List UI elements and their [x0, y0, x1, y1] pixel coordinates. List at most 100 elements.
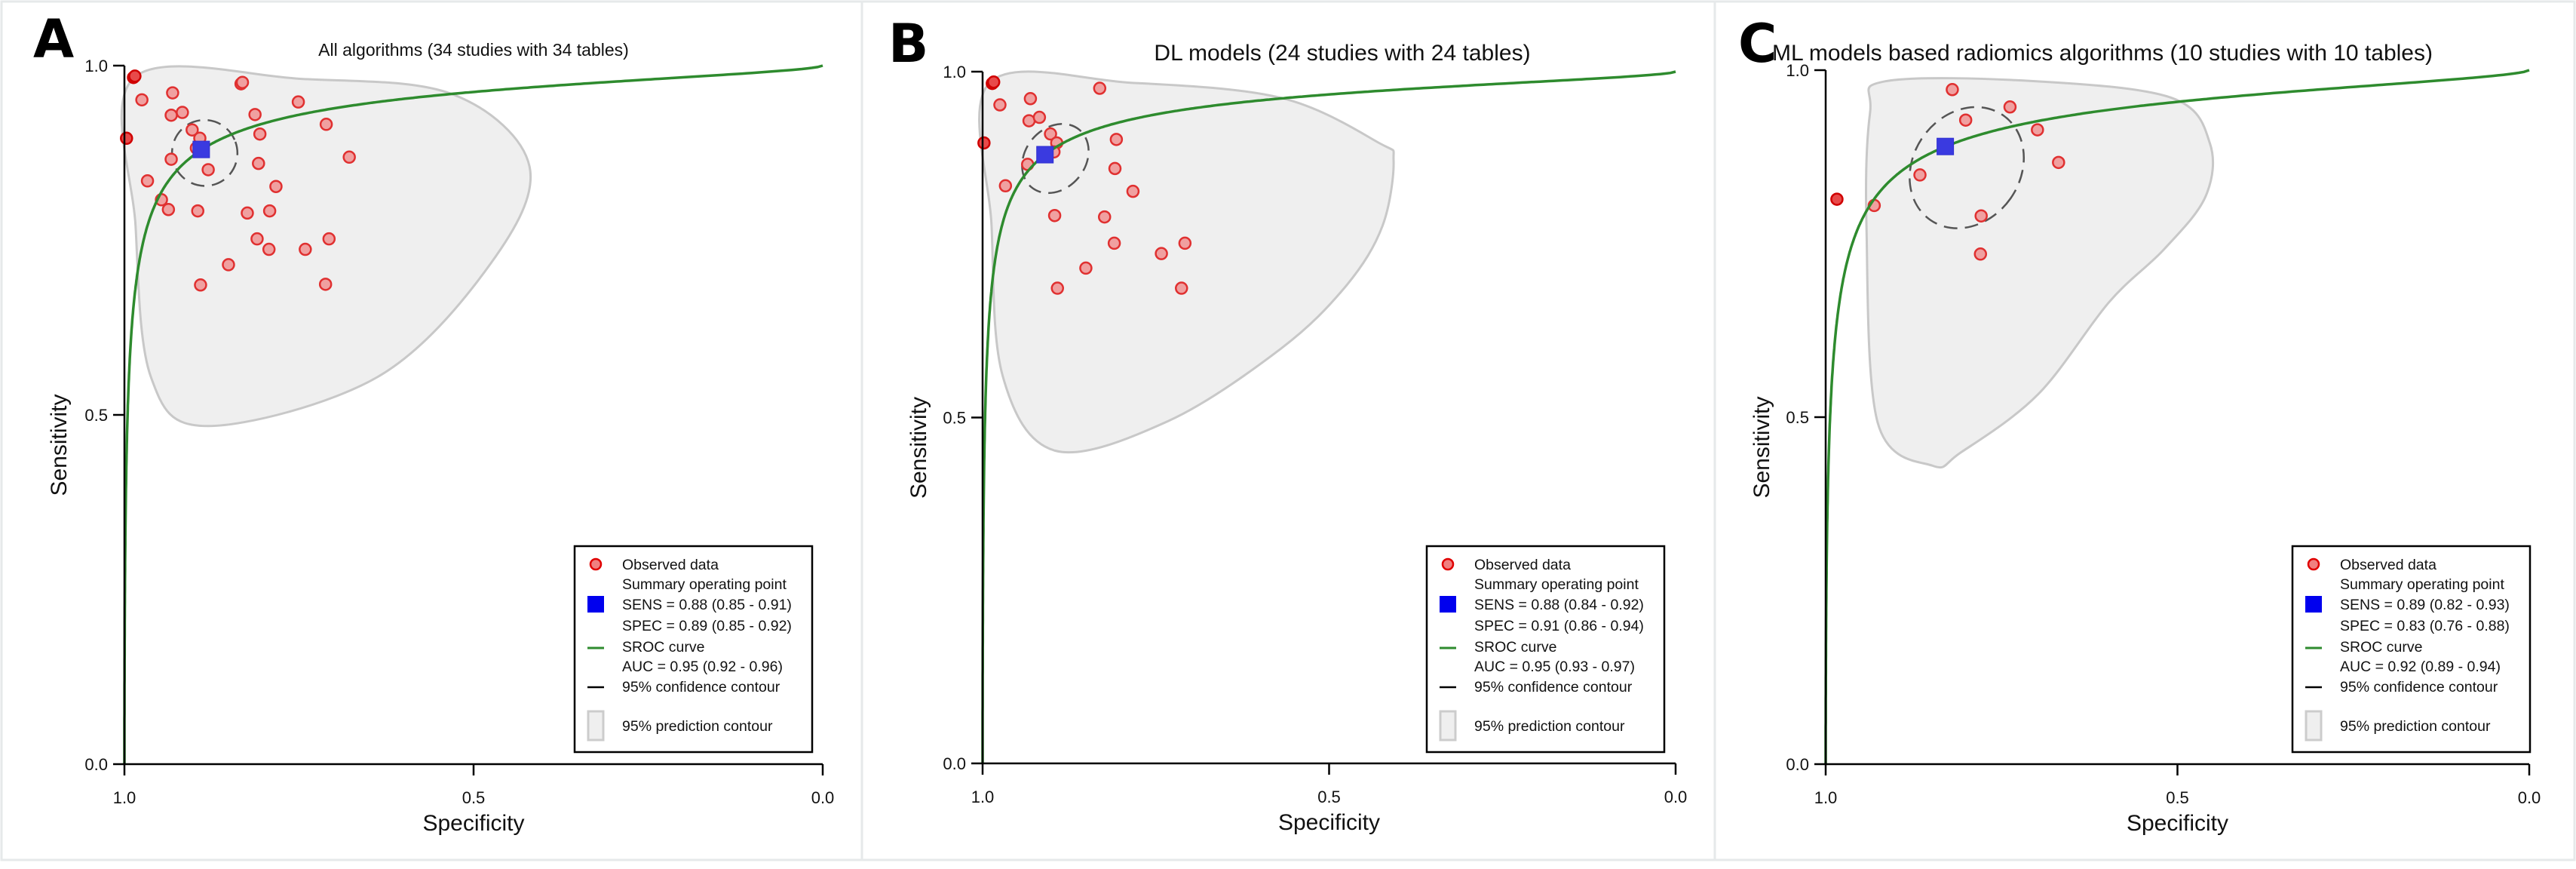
observed-data-point: [1108, 161, 1122, 176]
y-axis-title: Sensitivity: [906, 397, 931, 499]
observed-data-point: [993, 98, 1007, 112]
observed-data-point: [140, 174, 155, 188]
y-axis-title: Sensitivity: [1750, 396, 1774, 498]
observed-data-point: [342, 150, 356, 164]
legend-spec-line: SPEC = 0.89 (0.85 - 0.92): [622, 618, 792, 634]
sroc-curve: [123, 64, 823, 764]
confidence-contour: [1021, 123, 1090, 195]
legend: Observed data Summary operating point SENS…: [573, 545, 814, 754]
x-tick-label: 0.0: [1664, 788, 1688, 806]
observed-data-point: [1126, 184, 1140, 198]
observed-data-point: [2031, 123, 2044, 137]
legend-observed-label: Observed data: [1474, 557, 1571, 573]
prediction-contour: [1865, 77, 2215, 469]
observed-data-point: [299, 242, 312, 256]
observed-data-point: [1047, 208, 1062, 223]
observed-data-point: [318, 278, 333, 291]
legend: Observed data Summary operating point SENS…: [1425, 545, 1666, 754]
y-tick-label: 0.0: [84, 755, 108, 774]
observed-data-point: [1093, 81, 1107, 95]
chart-title: All algorithms (34 studies with 34 table…: [318, 40, 629, 60]
observed-data-point: [1175, 281, 1188, 295]
observed-data-point: [1830, 192, 1844, 206]
legend-summary-title: Summary operating point: [1474, 576, 1639, 593]
x-tick-label: 0.5: [2166, 788, 2189, 807]
observed-data-point: [252, 156, 265, 170]
panel-c: CML models based radiomics algorithms (1…: [1713, 0, 2576, 861]
legend-observed-icon: [589, 557, 603, 571]
x-tick-label: 1.0: [113, 788, 136, 807]
legend-confidence-label: 95% confidence contour: [622, 679, 780, 696]
legend-observed-icon: [1441, 557, 1455, 571]
x-tick-label: 0.5: [1317, 788, 1341, 806]
observed-data-point: [1155, 247, 1168, 260]
observed-data-point: [1109, 133, 1124, 146]
observed-data-point: [1044, 127, 1057, 141]
panel-letter: B: [888, 13, 928, 75]
observed-data-point: [322, 232, 336, 246]
prediction-contour: [978, 70, 1395, 454]
legend: Observed data Summary operating point SENS…: [2291, 545, 2532, 754]
observed-data-point: [1032, 110, 1047, 124]
x-tick-label: 0.5: [462, 788, 486, 807]
legend-summary-icon: [2305, 596, 2322, 613]
observed-data-point: [2052, 155, 2065, 170]
x-axis-title: Specificity: [2127, 811, 2228, 836]
x-tick-label: 0.0: [2518, 788, 2541, 807]
observed-data-point: [1178, 236, 1192, 250]
legend-confidence-label: 95% confidence contour: [1474, 679, 1633, 696]
panel-letter: C: [1738, 13, 1777, 75]
observed-data-point: [164, 108, 178, 122]
observed-data-point: [186, 123, 199, 137]
y-tick-label: 0.0: [1786, 755, 1809, 774]
legend-prediction-label: 95% prediction contour: [622, 718, 773, 735]
legend-summary-title: Summary operating point: [622, 576, 787, 593]
legend-sens-line: SENS = 0.88 (0.85 - 0.91): [622, 597, 792, 613]
confidence-contour: [1909, 106, 2026, 229]
legend-sens-line: SENS = 0.89 (0.82 - 0.93): [2340, 597, 2510, 613]
legend-observed-label: Observed data: [622, 557, 719, 573]
x-axis-title: Specificity: [422, 811, 524, 836]
legend-summary-icon: [1440, 596, 1456, 613]
legend-auc-line: AUC = 0.95 (0.93 - 0.97): [1474, 659, 1635, 675]
summary-operating-point: [1937, 137, 1955, 155]
legend-sroc-title: SROC curve: [622, 639, 704, 656]
observed-data-point: [135, 93, 149, 107]
observed-data-point: [1107, 236, 1121, 250]
chart-title: DL models (24 studies with 24 tables): [1154, 41, 1530, 66]
observed-data-point: [1023, 92, 1038, 106]
observed-data-point: [1958, 113, 1973, 127]
panel-a: A All algorithms (34 studies with 34 tabl…: [0, 0, 863, 861]
observed-data-point: [319, 118, 333, 131]
legend-sens-line: SENS = 0.88 (0.84 - 0.92): [1474, 597, 1644, 613]
observed-data-point: [1079, 261, 1093, 275]
observed-data-point: [262, 242, 276, 256]
panel-b: B DL models (24 studies with 24 tables) 0.…: [860, 0, 1716, 861]
legend-box: [573, 545, 814, 754]
legend-confidence-label: 95% confidence contour: [2340, 679, 2498, 696]
observed-data-point: [235, 75, 250, 89]
observed-data-point: [194, 278, 207, 292]
observed-data-point: [191, 204, 204, 218]
legend-prediction-icon: [587, 710, 605, 742]
y-axis-title: Sensitivity: [47, 394, 72, 496]
observed-data-point: [1946, 83, 1959, 97]
panel-letter: A: [33, 8, 74, 70]
observed-data-point: [977, 136, 991, 150]
observed-data-point: [176, 106, 189, 119]
legend-spec-line: SPEC = 0.91 (0.86 - 0.94): [1474, 618, 1644, 634]
observed-data-point: [161, 203, 176, 216]
observed-data-point: [1973, 247, 1988, 261]
y-tick-label: 0.0: [943, 754, 966, 773]
observed-data-point: [998, 179, 1013, 193]
legend-prediction-label: 95% prediction contour: [1474, 718, 1625, 735]
legend-prediction-icon: [2305, 710, 2323, 742]
legend-box: [1425, 545, 1666, 754]
observed-data-point: [1974, 209, 1988, 223]
y-tick-label: 0.5: [84, 406, 108, 425]
legend-summary-icon: [587, 596, 604, 613]
legend-summary-title: Summary operating point: [2340, 576, 2504, 593]
observed-data-point: [250, 232, 264, 246]
y-tick-label: 0.5: [1786, 408, 1809, 427]
